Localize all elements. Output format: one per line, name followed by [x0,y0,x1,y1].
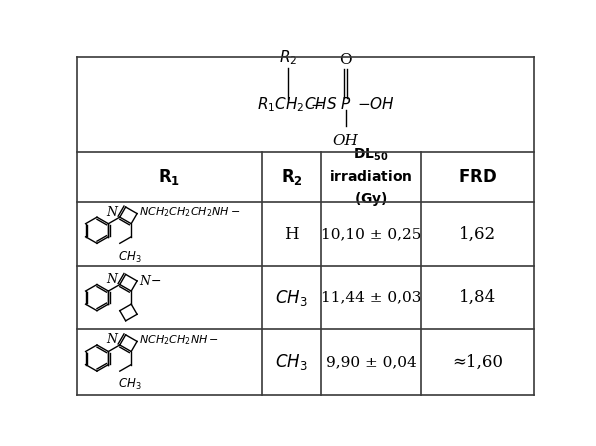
Text: OH: OH [333,134,359,148]
Text: $CH_3$: $CH_3$ [117,377,141,392]
Text: $-OH$: $-OH$ [358,96,395,112]
Text: N: N [107,334,117,347]
Text: $\mathbf{R_2}$: $\mathbf{R_2}$ [281,167,303,187]
Text: ≈1,60: ≈1,60 [452,353,503,371]
Text: N: N [107,206,117,219]
Text: N$-$: N$-$ [139,274,162,288]
Text: $NCH_2CH_2CH_2NH-$: $NCH_2CH_2CH_2NH-$ [139,205,241,219]
Text: 1,62: 1,62 [459,226,496,243]
Text: $R_2$: $R_2$ [280,49,297,67]
Text: H: H [284,226,299,243]
Text: $P$: $P$ [340,96,351,112]
Text: $NCH_2CH_2NH-$: $NCH_2CH_2NH-$ [139,333,219,347]
Text: O: O [340,54,352,67]
Text: $\mathbf{R_1}$: $\mathbf{R_1}$ [159,167,181,187]
Text: $\mathbf{FRD}$: $\mathbf{FRD}$ [458,169,497,186]
Text: $-$: $-$ [310,97,323,112]
Text: $\mathbf{DL_{50}}$
$\mathbf{irradiation}$
$\mathbf{(Gy)}$: $\mathbf{DL_{50}}$ $\mathbf{irradiation}… [329,146,412,208]
Text: N: N [107,273,117,286]
Text: 11,44 ± 0,03: 11,44 ± 0,03 [321,291,421,305]
Text: $CH_3$: $CH_3$ [117,249,141,264]
Text: 1,84: 1,84 [459,289,496,306]
Text: 10,10 ± 0,25: 10,10 ± 0,25 [321,227,421,241]
Text: $R_1CH_2CHS$: $R_1CH_2CHS$ [257,95,338,114]
Text: $CH_3$: $CH_3$ [275,352,308,372]
Text: 9,90 ± 0,04: 9,90 ± 0,04 [325,355,417,369]
Text: $CH_3$: $CH_3$ [275,288,308,308]
